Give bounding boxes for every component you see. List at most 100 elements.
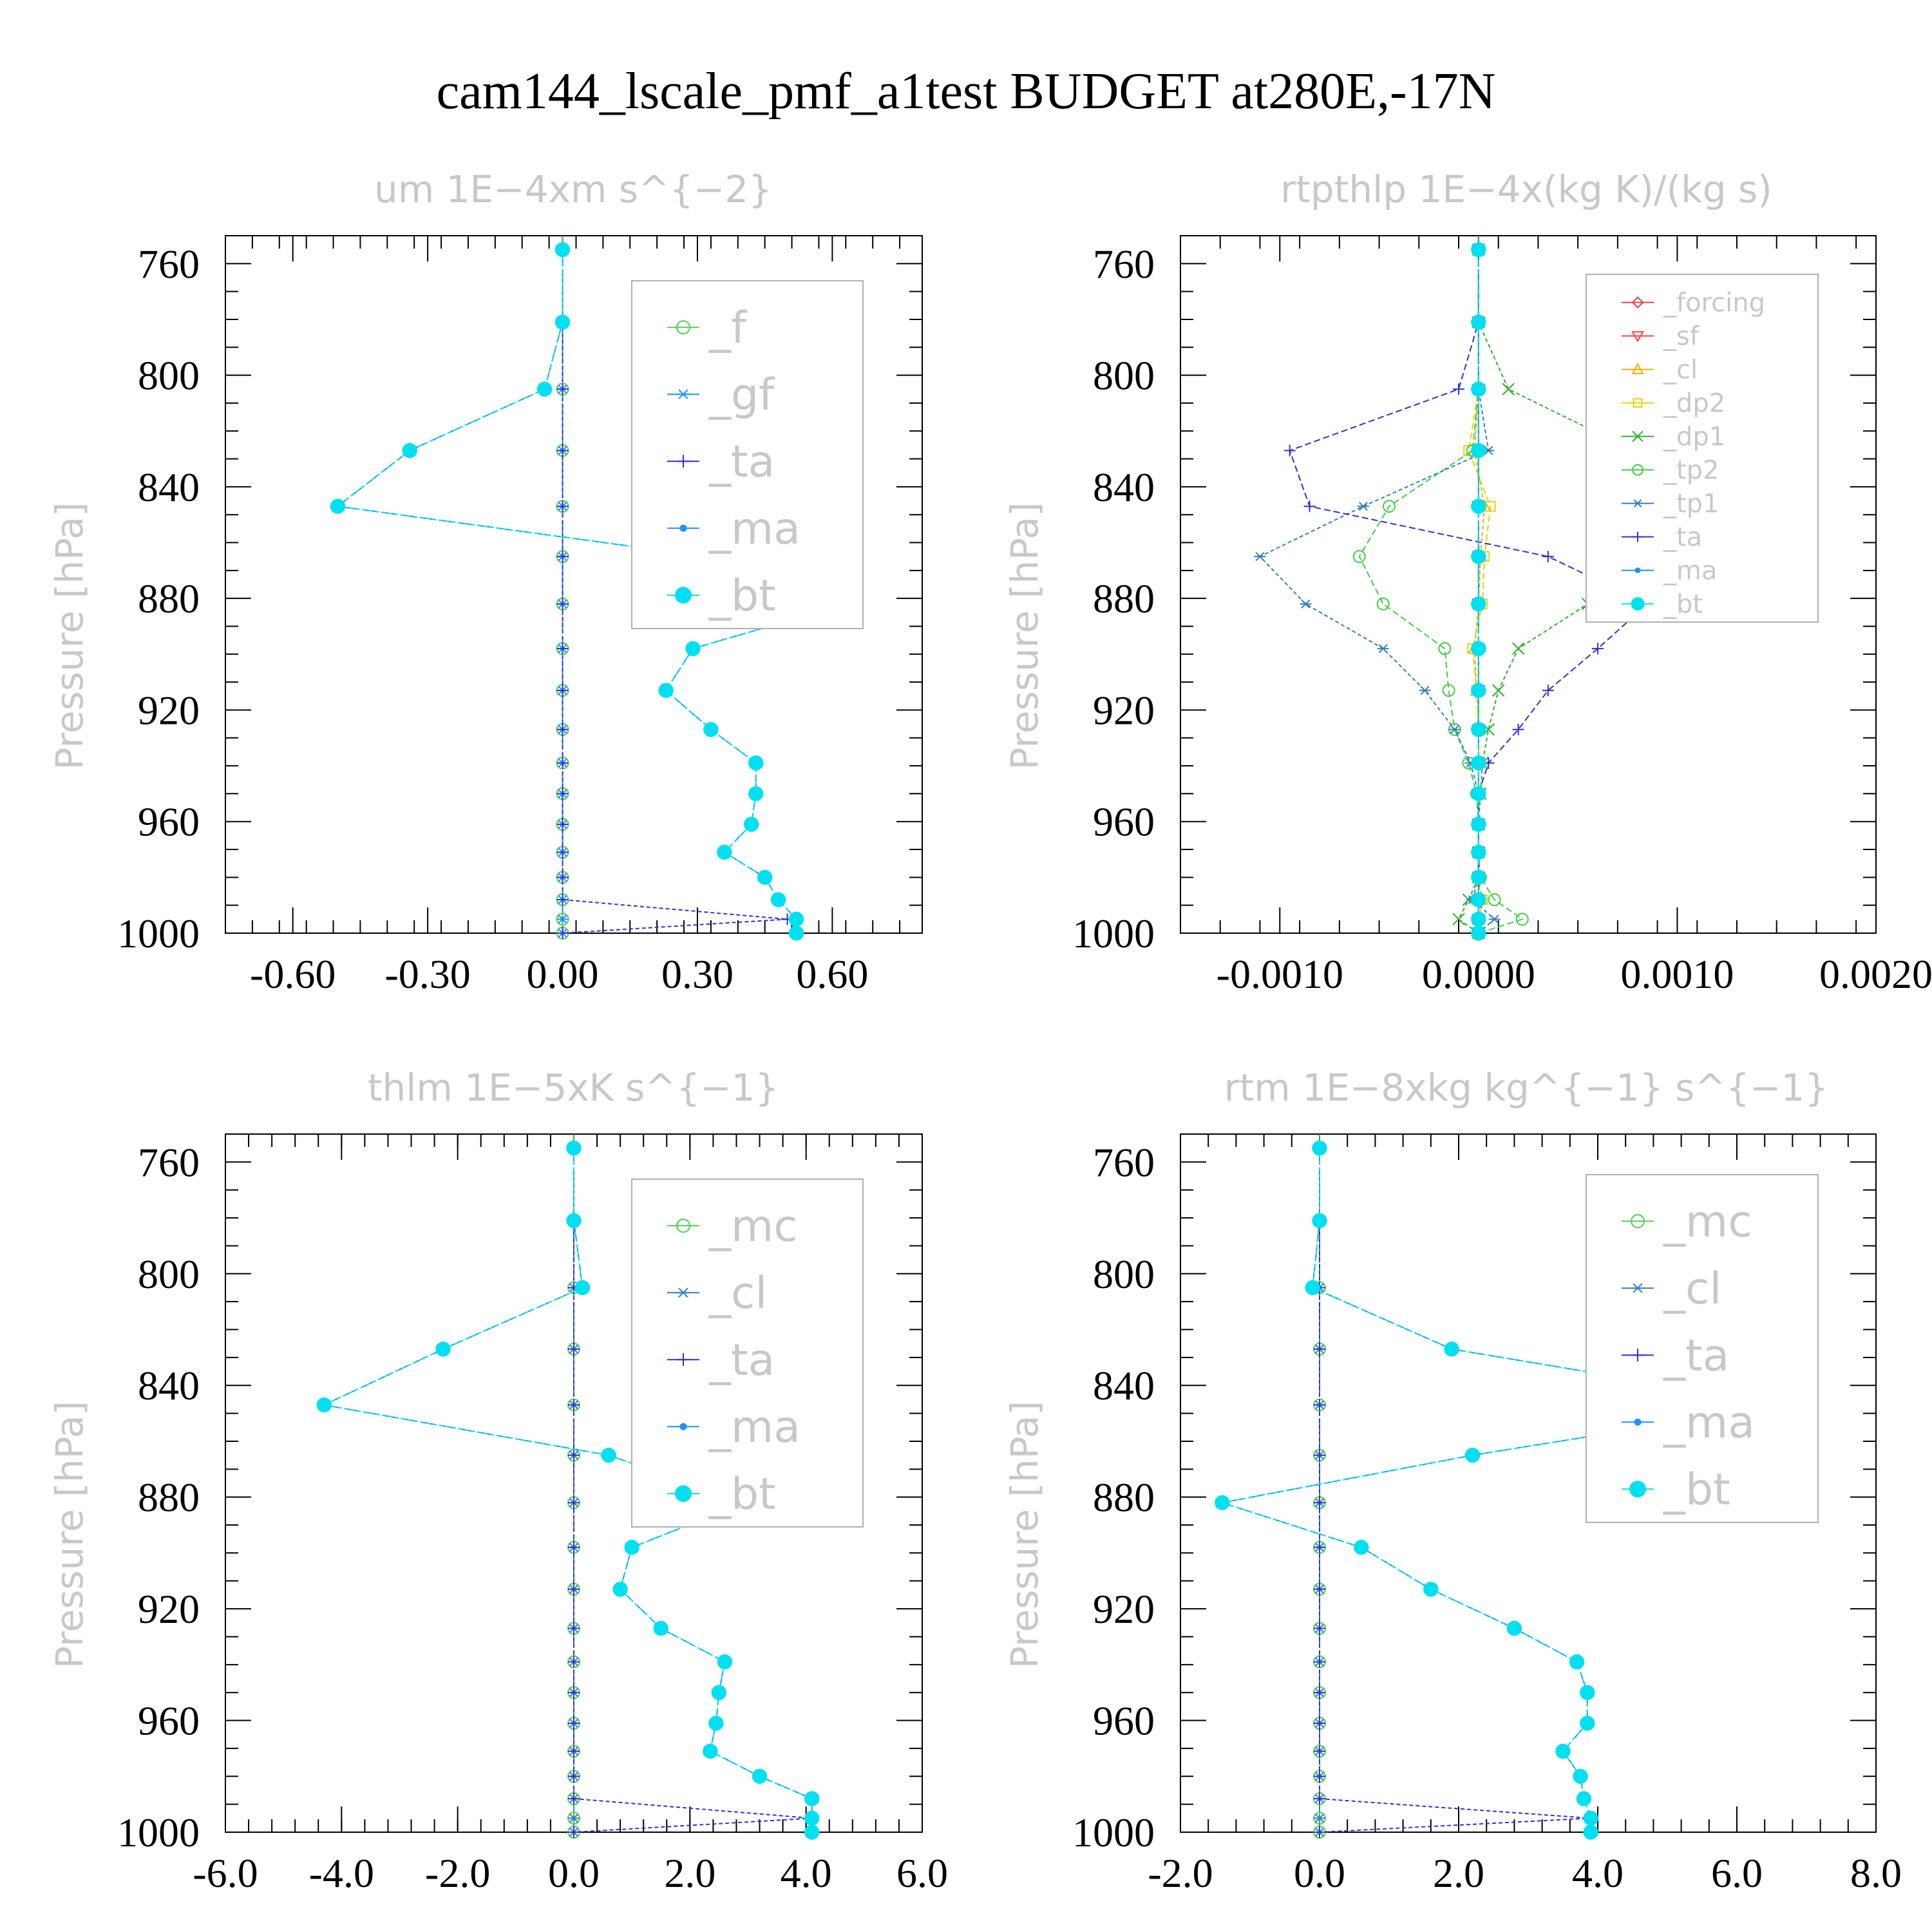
data-point	[556, 788, 569, 800]
data-point	[1542, 551, 1554, 563]
y-tick-label: 960	[138, 799, 200, 845]
data-point	[1314, 1399, 1325, 1411]
y-tick-label: 920	[1093, 1586, 1155, 1632]
data-point	[568, 1583, 580, 1595]
x-tick-label: 0.0000	[1422, 951, 1535, 997]
data-point	[1452, 913, 1465, 926]
data-point	[568, 1343, 580, 1355]
x-tick-label: -2.0	[1148, 1850, 1213, 1896]
panel-4: rtm 1E−8xkg kg^{−1} s^{−1} Pressure [hPa]…	[1003, 1066, 1902, 1896]
x-tick-label: 0.0010	[1620, 951, 1734, 997]
legend-entry: _bt	[1622, 590, 1703, 620]
data-point	[1312, 1213, 1327, 1229]
data-point	[1471, 722, 1486, 737]
data-point	[568, 1770, 580, 1783]
legend-entry: _gf	[667, 370, 775, 421]
legend-entry: _tp1	[1622, 489, 1719, 519]
data-point	[556, 927, 569, 939]
data-point	[1283, 444, 1296, 457]
data-point	[556, 643, 569, 655]
data-point	[556, 551, 569, 563]
data-point	[1542, 685, 1554, 697]
data-point	[1502, 383, 1515, 395]
y-tick-label: 760	[138, 1139, 200, 1185]
x-tick-label: -0.60	[250, 951, 336, 997]
data-point	[1383, 500, 1396, 513]
x-tick-label: 4.0	[1572, 1850, 1624, 1896]
data-point	[1254, 552, 1266, 562]
data-point	[1471, 755, 1486, 771]
y-tick-label: 960	[1093, 1698, 1155, 1744]
legend-entry: _mc	[1622, 1197, 1752, 1247]
data-point	[788, 925, 804, 941]
legend-entry: _tp2	[1622, 456, 1719, 486]
data-point	[1576, 1791, 1592, 1806]
legend-entry: _ma	[667, 1402, 800, 1453]
legend-entry: _ta	[1622, 1331, 1729, 1381]
data-point	[568, 1717, 580, 1729]
data-point	[1314, 1449, 1325, 1461]
data-point	[748, 755, 764, 771]
series-bt	[1471, 242, 1486, 941]
legend: _forcing _sf_cl _dp2_dp1 _tp2_tp1 _ta_ma _bt	[1586, 274, 1819, 623]
data-point	[1303, 500, 1316, 513]
data-point	[1471, 314, 1486, 330]
figure-title: cam144_lscale_pmf_a1test BUDGET at280E,-…	[437, 63, 1496, 120]
y-tick-label: 960	[138, 1698, 200, 1744]
x-tick-label: -0.30	[384, 951, 470, 997]
data-point	[1423, 1582, 1439, 1597]
data-point	[568, 1826, 580, 1838]
data-point	[1314, 1687, 1325, 1699]
y-tick-label: 880	[1093, 1475, 1155, 1520]
data-point	[1314, 1541, 1325, 1553]
y-tick-label: 800	[1093, 353, 1155, 399]
legend-label: _ta	[708, 437, 775, 488]
x-tick-label: 0.30	[661, 951, 734, 997]
legend-entry: _bt	[667, 571, 776, 621]
x-tick-label: 0.0020	[1819, 951, 1932, 997]
y-tick-label: 800	[1093, 1251, 1155, 1297]
data-point	[1444, 1341, 1459, 1357]
data-point	[1592, 643, 1604, 655]
series-line	[1289, 249, 1649, 933]
legend-entry: _ma	[1622, 556, 1717, 586]
data-point	[568, 1622, 580, 1634]
data-point	[330, 498, 346, 514]
data-point	[1492, 684, 1505, 697]
series-line	[1358, 249, 1524, 934]
data-point	[1515, 913, 1529, 926]
data-point	[1471, 641, 1486, 656]
data-point	[770, 892, 786, 907]
y-tick-label: 800	[138, 1251, 200, 1297]
data-point	[1583, 1810, 1598, 1826]
x-tick-label: -4.0	[309, 1850, 374, 1896]
series-line	[322, 1148, 813, 1832]
legend-label: _tp1	[1663, 489, 1719, 519]
data-point	[1314, 1745, 1325, 1757]
data-point	[1583, 1824, 1598, 1840]
y-tick-label: 920	[138, 687, 200, 733]
y-tick-label: 840	[138, 464, 200, 510]
legend-entry: _ta	[667, 437, 775, 488]
data-point	[708, 1716, 724, 1731]
data-point	[566, 1213, 582, 1229]
legend: _f _gf _ta _ma _bt	[631, 280, 864, 629]
data-point	[1352, 550, 1366, 564]
data-point	[1376, 597, 1390, 611]
y-tick-label: 1000	[1072, 911, 1155, 956]
data-point	[554, 314, 571, 330]
y-axis-label: Pressure [hPa]	[48, 1401, 91, 1669]
data-point	[1580, 1685, 1595, 1700]
legend-label: _bt	[1663, 590, 1703, 620]
data-point	[1471, 596, 1486, 612]
data-point	[601, 1447, 616, 1463]
data-point	[1471, 911, 1486, 927]
data-point	[536, 381, 553, 397]
data-point	[717, 844, 732, 860]
legend-label: _cl	[1663, 355, 1698, 385]
data-point	[556, 444, 569, 457]
legend: _mc _cl _ta _ma _bt	[1586, 1174, 1819, 1523]
y-tick-label: 880	[138, 1475, 200, 1520]
data-point	[1471, 683, 1486, 698]
